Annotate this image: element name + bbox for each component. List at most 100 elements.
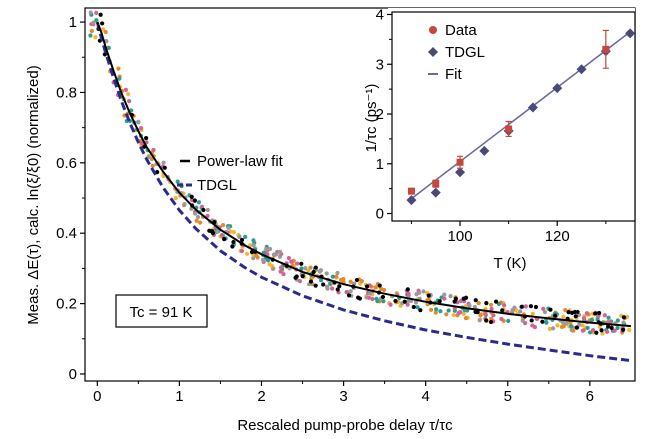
measured-point xyxy=(300,274,305,279)
tc-annotation: Tc = 91 K xyxy=(115,294,208,328)
main-y-tick-label: 0.4 xyxy=(56,225,77,242)
measured-point xyxy=(597,324,602,330)
measured-point xyxy=(488,319,494,325)
measured-point xyxy=(286,255,291,261)
measured-point xyxy=(421,289,426,294)
measured-point xyxy=(198,220,203,225)
tdgl-curve xyxy=(95,21,632,363)
measured-point xyxy=(126,91,131,97)
measured-point xyxy=(448,294,453,299)
measured-point xyxy=(584,311,590,316)
measured-point xyxy=(264,246,269,252)
measured-point xyxy=(330,274,335,279)
measured-point xyxy=(484,318,489,323)
inset-tdgl-point xyxy=(406,195,417,206)
measured-point xyxy=(569,310,575,316)
measured-point xyxy=(475,310,480,315)
measured-point xyxy=(551,326,556,331)
measured-point xyxy=(615,325,620,331)
measured-point xyxy=(606,315,611,320)
measured-point xyxy=(348,279,353,284)
measured-point xyxy=(215,229,220,234)
measured-point xyxy=(380,294,386,300)
measured-point xyxy=(590,328,596,333)
measured-point xyxy=(117,76,122,81)
measured-point xyxy=(313,283,318,288)
measured-point xyxy=(451,312,456,318)
measured-point xyxy=(98,12,103,17)
measured-point xyxy=(104,38,109,44)
measured-point xyxy=(221,222,226,228)
main-y-tick-label: 1 xyxy=(69,14,77,31)
measured-point xyxy=(364,295,369,300)
measured-point xyxy=(94,10,99,16)
measured-point xyxy=(528,304,534,309)
measured-point xyxy=(295,261,300,266)
measured-point xyxy=(453,296,458,301)
measured-point xyxy=(226,225,231,230)
measured-point xyxy=(195,214,201,220)
measured-point xyxy=(564,321,569,326)
measured-point xyxy=(411,304,416,310)
measured-point xyxy=(337,284,342,289)
main-x-axis-label: Rescaled pump-probe delay τ/τc xyxy=(237,417,453,434)
inset-y-axis-label: 1/τc (ps⁻¹) xyxy=(363,84,380,153)
measured-point xyxy=(442,296,447,301)
main-x-tick-label: 4 xyxy=(421,388,429,405)
measured-point xyxy=(621,320,626,325)
measured-point xyxy=(251,256,256,261)
measured-point xyxy=(502,303,507,308)
measured-point xyxy=(520,318,525,323)
measured-point xyxy=(289,259,294,264)
measured-point xyxy=(103,29,108,35)
measured-point xyxy=(123,87,129,93)
measured-point xyxy=(243,234,248,239)
measured-point xyxy=(605,329,610,334)
measured-point xyxy=(612,328,617,333)
measured-point xyxy=(491,313,496,318)
measured-point xyxy=(237,234,242,239)
measured-point xyxy=(476,300,481,306)
measured-point xyxy=(541,306,546,311)
measured-point xyxy=(458,298,464,304)
measured-point xyxy=(151,147,156,153)
measured-point xyxy=(402,299,407,304)
measured-point xyxy=(462,308,467,313)
measured-point xyxy=(566,310,571,315)
measured-point xyxy=(615,318,620,323)
measured-point xyxy=(196,200,202,205)
measured-point xyxy=(162,165,167,170)
inset-tdgl-point xyxy=(552,83,563,94)
measured-point xyxy=(91,20,96,25)
measured-point xyxy=(338,277,344,282)
main-y-ticks: 0 0.2 0.4 0.6 0.8 1 xyxy=(56,14,85,383)
measured-point xyxy=(199,204,205,209)
measured-point xyxy=(580,328,585,333)
measured-point xyxy=(281,272,286,277)
measured-point xyxy=(575,309,580,315)
measured-point xyxy=(267,246,273,252)
measured-point xyxy=(88,33,93,38)
inset-data-point xyxy=(505,125,513,133)
measured-point xyxy=(88,10,93,15)
measured-point xyxy=(518,309,523,314)
measured-point xyxy=(580,323,585,328)
measured-point xyxy=(555,323,560,328)
inset-tdgl-point xyxy=(430,187,441,198)
measured-point xyxy=(405,287,410,292)
measured-point xyxy=(356,295,361,300)
measured-point xyxy=(254,253,259,258)
inset-x-tick-label: 100 xyxy=(448,228,473,245)
measured-point xyxy=(417,290,422,295)
measured-point xyxy=(393,298,398,304)
measured-point xyxy=(587,330,593,335)
measured-point xyxy=(207,228,212,233)
measured-point xyxy=(548,307,553,312)
main-y-tick-label: 0.8 xyxy=(56,84,77,101)
main-y-tick-label: 0.6 xyxy=(56,155,77,172)
measured-point xyxy=(277,254,283,259)
measured-point xyxy=(89,28,94,34)
measured-point xyxy=(205,213,210,219)
measured-point xyxy=(569,324,574,329)
measured-point xyxy=(330,286,335,291)
